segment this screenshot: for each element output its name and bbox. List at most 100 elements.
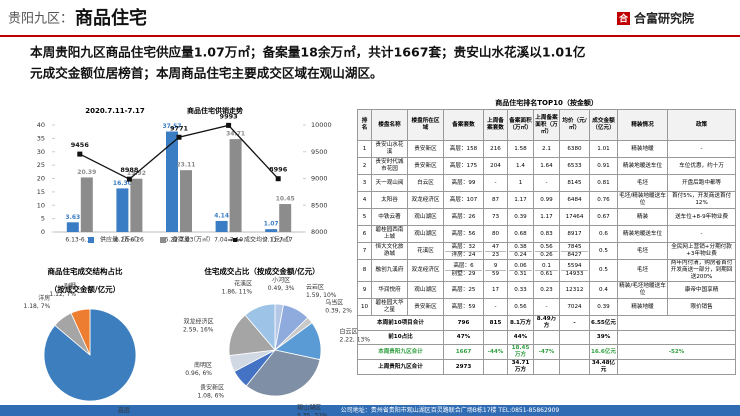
cell-line: 8427 xyxy=(561,250,588,259)
chart-subtitle: （按成交金额/亿元） xyxy=(50,284,120,294)
price-marker xyxy=(126,176,132,182)
table-cell: - xyxy=(666,140,737,158)
headline: 本周贵阳九区商品住宅供应量1.07万㎡；备案量18余万㎡，共计1667套；贵安山… xyxy=(30,45,586,61)
bar-label: 16.30 xyxy=(113,180,132,187)
price-marker xyxy=(226,122,232,128)
summary-cell: 18.45万方 xyxy=(507,344,534,360)
column-header: 政策 xyxy=(666,109,737,141)
slice-label: 0.96, 6% xyxy=(185,370,212,377)
table-cell: 花溪区 xyxy=(407,242,444,260)
bar-label: 20.39 xyxy=(77,169,96,176)
bar xyxy=(265,229,278,232)
summary-cell: 2973 xyxy=(443,359,484,375)
table-cell: 73 xyxy=(483,208,508,226)
summary-cell xyxy=(616,330,737,345)
cell-line: 0.38 xyxy=(514,243,527,250)
table-cell: 5594 14933 xyxy=(559,259,590,282)
slice-name: 洋房 xyxy=(38,294,50,302)
bar-label: 23.11 xyxy=(177,162,196,169)
table-cell: 9 xyxy=(357,281,372,299)
logo-mark: 合 xyxy=(619,13,629,25)
summary-cell xyxy=(616,315,737,331)
chart-subtitle: 商品住宅供销走势 xyxy=(187,106,243,115)
price-label: 8988 xyxy=(120,166,139,174)
bar-label: 1.07 xyxy=(264,221,279,228)
slice-label: 1.18, 7% xyxy=(24,303,51,310)
cell-line: 5594 xyxy=(567,263,582,269)
table-cell: 康帝中国享精 xyxy=(666,281,737,299)
summary-cell xyxy=(559,330,590,345)
y2-tick-label: 8500 xyxy=(311,201,328,209)
table-cell: 4 xyxy=(357,191,372,209)
table-cell: 观山湖区 xyxy=(407,208,444,226)
table-cell: 高层：59 xyxy=(443,298,484,316)
summary-cell xyxy=(533,359,560,375)
table-cell: 0.39 xyxy=(589,298,618,316)
bar xyxy=(215,220,228,232)
slice-label: 0.39, 2% xyxy=(325,308,352,315)
bar xyxy=(80,177,93,232)
table-cell: 7 xyxy=(357,242,372,260)
table-cell: 7845 8427 xyxy=(559,242,590,260)
table-cell: 0.99 xyxy=(533,191,560,209)
summary-cell xyxy=(559,359,590,375)
headline: 元成交金额位居榜首；本周商品住宅主要成交区域在观山湖区。 xyxy=(30,66,383,82)
table-cell: 双龙经济区 xyxy=(407,191,444,209)
table-cell: 0.67 xyxy=(589,208,618,226)
slice-name: 别墅 xyxy=(64,282,76,290)
slice-label: 1.86, 11% xyxy=(222,289,253,296)
price-label: 9456 xyxy=(71,141,90,149)
slice-label: 1.08, 6% xyxy=(197,393,224,400)
table-cell: 毛坯 xyxy=(617,259,668,282)
bar-label: 37.57 xyxy=(163,123,182,130)
summary-row: 前10占比 47% 44% 39% xyxy=(357,330,737,345)
y-tick-label: 25 xyxy=(37,161,45,169)
region: 贵阳九区： xyxy=(8,12,73,27)
table-row: 9 华润悦府 观山湖区 高层：25 17 0.33 0.23 12312 0.4 精装/毛坯地暖送… xyxy=(357,281,737,299)
summary-cell: 44% xyxy=(507,330,534,345)
table-cell: 0.56 xyxy=(507,298,534,316)
summary-cell: 1667 xyxy=(443,344,484,360)
cell-line: 0.56 xyxy=(540,243,553,250)
slice-label: 1.59, 10% xyxy=(306,292,337,299)
price-label: 9771 xyxy=(170,124,189,132)
table-cell: 7024 xyxy=(559,298,590,316)
slice-name: 云岩区 xyxy=(306,283,324,291)
table-cell: 精装地暖送车位 xyxy=(617,157,668,175)
table-cell: 华润悦府 xyxy=(371,281,408,299)
summary-cell: - xyxy=(559,315,590,331)
table-cell: 6484 xyxy=(559,191,590,209)
table-row: 3 天一观山阅 白云区 高层：99-1-8145 0.81 毛坯 开盘后跑中都等 xyxy=(357,174,737,192)
summary-cell: -47% xyxy=(533,344,560,360)
table-cell: 0.81 xyxy=(589,174,618,192)
table-cell: 双龙经济区 xyxy=(407,259,444,282)
table-cell: 0.68 xyxy=(507,225,534,243)
header-row: 排名 楼盘名称 楼盘所在区域 备案套数 上周备案套数 备案面积（万㎡） 上周备案面积（万㎡）… xyxy=(357,109,737,141)
summary-cell xyxy=(533,330,560,345)
logo-box xyxy=(617,12,630,25)
y2-tick-label: 10000 xyxy=(311,121,332,129)
price-marker xyxy=(176,134,182,140)
summary-row: 本周贵阳九区合计 1667 -44% 18.45万方 -47% 16.6亿元 -52% xyxy=(357,344,737,360)
table-cell: 两年内付清，购房者首付开发商送一部分，到期回送200% xyxy=(666,259,737,282)
table-cell: 全民网上营销+分期付款+3年物业费 xyxy=(666,242,737,260)
summary-cell: 6.55亿元 xyxy=(589,315,618,331)
cell-line: 0.06 xyxy=(514,263,527,269)
slice-name: 乌当区 xyxy=(325,299,343,307)
caption-row: 商品住宅排名TOP10（按金额） xyxy=(358,97,736,110)
table-cell: 贵安新区 xyxy=(407,157,444,175)
slice-label: 5.35, 32% xyxy=(297,413,328,416)
table-cell: 1.4 xyxy=(507,157,534,175)
table-cell: 碧桂园大华之星 xyxy=(371,298,408,316)
table-cell: 高层：99 xyxy=(443,174,484,192)
table-cell: 47 23 xyxy=(483,242,508,260)
cell-line: 23 xyxy=(485,250,506,259)
summary-cell: 本周贵阳九区合计 xyxy=(357,344,444,360)
table-row: 4 太阳谷 双龙经济区 高层：107 87 1.17 0.99 6484 0.76 毛坯/精装地暖… xyxy=(357,191,737,209)
table-cell: 8 xyxy=(357,259,372,282)
table-cell: 0.76 xyxy=(589,191,618,209)
table-cell: 12312 xyxy=(559,281,590,299)
x-tick-label: 6.27-7.03 xyxy=(165,237,194,244)
table-title: 商品住宅排名TOP10（按金额） xyxy=(495,98,598,107)
table-row: 10 碧桂园大华之星 贵安新区 高层：59-0.56-7024 0.39 精装地暖 限价销售 xyxy=(357,298,737,316)
